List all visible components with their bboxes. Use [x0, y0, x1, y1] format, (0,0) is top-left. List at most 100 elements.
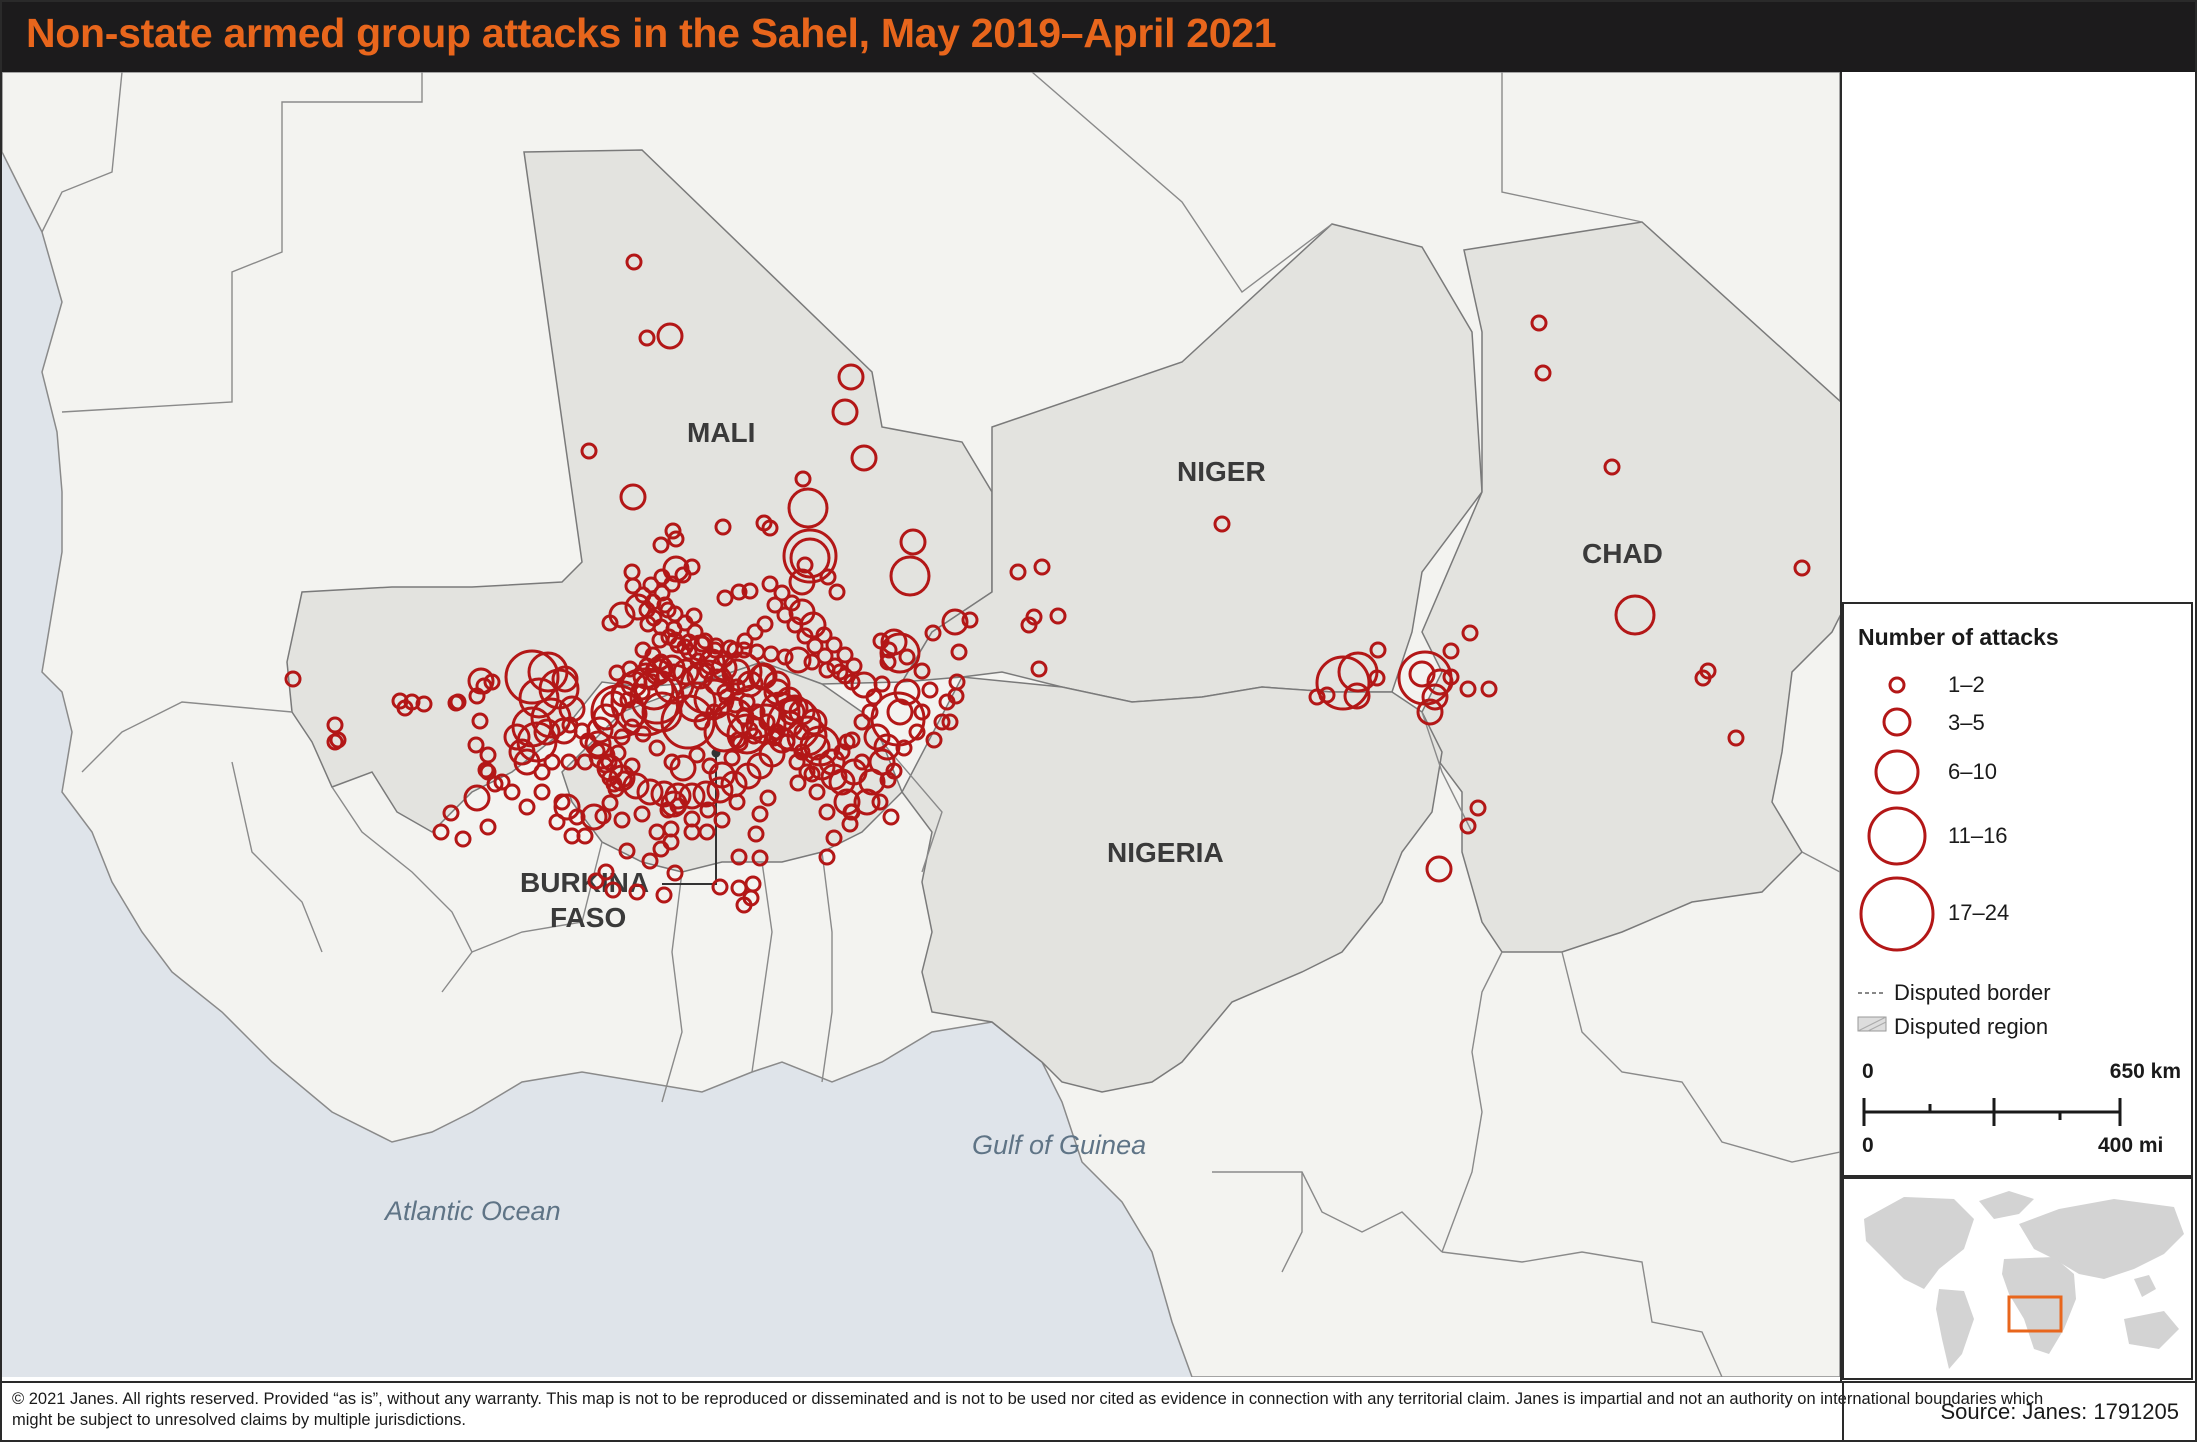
attack-marker — [608, 601, 636, 629]
attack-marker — [1727, 729, 1745, 747]
gulf-of-guinea-label: Gulf of Guinea — [972, 1130, 1146, 1160]
attack-marker — [471, 712, 489, 730]
attack-marker — [750, 662, 778, 690]
attack-marker — [853, 788, 881, 816]
attack-marker — [623, 563, 641, 581]
attack-marker — [633, 805, 651, 823]
attack-marker — [586, 716, 614, 744]
attack-marker — [889, 555, 931, 597]
attack-marker — [1480, 680, 1498, 698]
attack-marker — [692, 780, 720, 808]
attack-marker — [652, 840, 670, 858]
attack-marker — [1459, 680, 1477, 698]
attack-marker — [503, 723, 531, 751]
attack-marker — [1009, 563, 1027, 581]
attack-marker — [656, 596, 674, 614]
attack-marker — [714, 518, 732, 536]
attack-marker — [463, 784, 491, 812]
attack-marker — [403, 693, 421, 711]
attack-marker — [736, 632, 754, 650]
attack-marker — [941, 713, 959, 731]
attack-marker — [560, 753, 578, 771]
attack-marker — [568, 808, 586, 826]
attack-marker — [432, 823, 450, 841]
attack-marker — [921, 681, 939, 699]
scale-km-zero: 0 — [1862, 1060, 1874, 1083]
attack-marker — [782, 528, 838, 584]
attack-marker — [1614, 594, 1656, 636]
attack-marker — [1461, 624, 1479, 642]
attack-marker — [518, 677, 560, 719]
attack-marker — [843, 673, 861, 691]
attack-marker — [688, 746, 706, 764]
attack-marker — [513, 748, 541, 776]
attack-marker — [620, 670, 648, 698]
attack-marker — [1318, 686, 1336, 704]
attack-marker — [751, 805, 769, 823]
nigeria-shape — [901, 676, 1443, 1093]
attack-marker — [941, 608, 969, 636]
attack-marker — [656, 322, 684, 350]
attack-marker — [699, 801, 717, 819]
attack-marker — [776, 710, 804, 738]
legend-label-3: 6–10 — [1948, 759, 1997, 784]
attack-marker — [326, 733, 344, 751]
attack-marker — [879, 632, 921, 674]
attack-marker — [652, 536, 670, 554]
source-label: Source: Janes: 1791205 — [1940, 1399, 2179, 1424]
locator-inset-map — [1842, 1177, 2193, 1380]
attack-marker — [1442, 642, 1460, 660]
attack-marker — [808, 783, 826, 801]
burkina-leader-line — [662, 753, 717, 885]
attack-marker — [758, 740, 786, 768]
attack-marker — [576, 827, 594, 845]
attack-marker — [836, 646, 854, 664]
legend-symbols — [1857, 676, 2122, 1126]
attack-marker — [787, 487, 829, 529]
attack-marker — [666, 864, 684, 882]
attack-marker — [781, 694, 809, 722]
attack-marker — [1469, 799, 1487, 817]
legend: Number of attacks 1–2 3–5 6–10 11–16 17–… — [1842, 602, 2193, 1177]
attack-marker — [674, 566, 692, 584]
disputed-border-label: Disputed border — [1894, 980, 2051, 1005]
attack-marker — [669, 754, 697, 782]
attack-marker — [667, 530, 685, 548]
attack-marker — [548, 813, 566, 831]
country-label-nigeria: NIGERIA — [1107, 837, 1224, 868]
attack-marker — [796, 627, 814, 645]
attack-marker — [642, 576, 660, 594]
attack-marker — [533, 783, 551, 801]
mali-shape — [286, 149, 993, 833]
attack-marker — [788, 753, 806, 771]
attack-marker — [1793, 559, 1811, 577]
attack-marker — [1425, 855, 1453, 883]
attack-marker — [580, 442, 598, 460]
legend-title: Number of attacks — [1858, 624, 2059, 650]
attack-marker — [818, 661, 836, 679]
attack-marker — [580, 803, 608, 831]
attack-marker — [467, 736, 485, 754]
source-box: Source: Janes: 1791205 — [1842, 1383, 2197, 1442]
attack-marker — [641, 852, 659, 870]
attack-marker — [666, 605, 684, 623]
attack-marker — [658, 654, 686, 682]
attack-marker — [766, 596, 784, 614]
attack-marker — [600, 690, 628, 718]
attack-marker — [686, 662, 714, 690]
attack-marker — [1213, 515, 1231, 533]
attack-marker — [608, 664, 626, 682]
attack-marker — [759, 789, 777, 807]
attack-marker — [871, 793, 889, 811]
attack-marker — [1421, 683, 1449, 711]
attack-marker — [648, 739, 666, 757]
attack-marker — [880, 628, 908, 656]
attack-marker — [584, 730, 612, 758]
attack-marker — [828, 583, 846, 601]
country-borders — [41, 72, 1840, 1377]
attack-marker — [622, 772, 650, 800]
attack-marker — [618, 842, 636, 860]
attack-marker — [879, 653, 897, 671]
attack-marker — [744, 875, 762, 893]
attack-marker — [634, 586, 652, 604]
